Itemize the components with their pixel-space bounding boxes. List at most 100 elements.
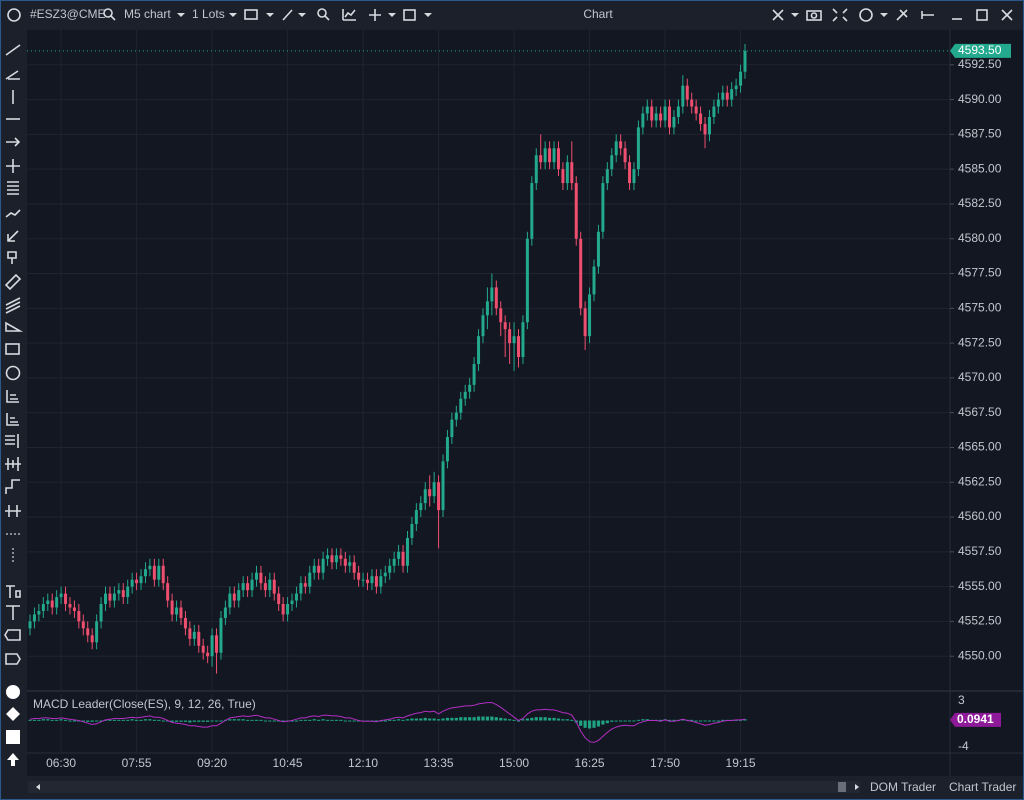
- close-button[interactable]: [1001, 9, 1013, 21]
- tool-arrow[interactable]: [6, 137, 21, 147]
- histogram-bar: [423, 717, 427, 721]
- candle-body: [232, 593, 236, 601]
- candle-body: [592, 266, 596, 295]
- candle-body: [721, 92, 725, 100]
- candle-body: [725, 92, 729, 100]
- tool-triangle[interactable]: [5, 321, 24, 332]
- histogram-bar: [170, 720, 174, 722]
- tool-ellipse[interactable]: [5, 365, 21, 381]
- dropdown-arrow[interactable]: [177, 13, 185, 17]
- dropdown-arrow[interactable]: [229, 13, 237, 17]
- add-icon[interactable]: [369, 9, 396, 21]
- color-icon[interactable]: [859, 8, 888, 22]
- tool-dot[interactable]: [6, 685, 20, 699]
- histogram-bar: [348, 720, 352, 722]
- candle-body: [588, 294, 592, 337]
- chart-trader-tab[interactable]: Chart Trader: [949, 780, 1016, 794]
- tool-pen[interactable]: [7, 230, 19, 242]
- screenshot-icon[interactable]: [806, 10, 822, 21]
- candle-body: [99, 604, 103, 622]
- tool-text-lock[interactable]: [6, 585, 21, 598]
- scroll-left[interactable]: [36, 784, 40, 790]
- tool-fib-fan[interactable]: [6, 413, 19, 426]
- tool-label[interactable]: [4, 629, 21, 641]
- tool-line[interactable]: [5, 44, 21, 56]
- tool-channel[interactable]: [5, 297, 21, 314]
- histogram-bar: [627, 720, 632, 722]
- scrollbar-track[interactable]: [28, 781, 860, 793]
- candle-body: [543, 148, 547, 163]
- tool-cross[interactable]: [6, 159, 20, 173]
- histogram-bar: [152, 719, 156, 721]
- timeframe[interactable]: M5 chart: [124, 7, 171, 21]
- pin-icon[interactable]: [921, 11, 934, 19]
- candle-body: [703, 123, 707, 135]
- histogram-bar: [308, 719, 312, 721]
- histogram-bar: [481, 716, 485, 721]
- tool-text[interactable]: [6, 605, 20, 620]
- tool-brush[interactable]: [7, 251, 17, 264]
- histogram-bar: [272, 720, 276, 722]
- candle-body: [610, 155, 614, 170]
- x-tick-label: 17:50: [650, 756, 680, 770]
- candle-body: [676, 106, 680, 117]
- candle-body: [481, 315, 485, 337]
- tool-rectangle[interactable]: [5, 343, 20, 355]
- candle-body: [330, 555, 334, 563]
- chart-type-icon[interactable]: [244, 9, 274, 20]
- tool-pattern[interactable]: [5, 457, 21, 471]
- histogram-bar: [596, 720, 601, 727]
- x-tick-label: 19:15: [726, 756, 756, 770]
- histogram-bar: [357, 720, 361, 722]
- tool-diamond[interactable]: [6, 707, 20, 721]
- histogram-bar: [707, 720, 712, 722]
- settings-icon[interactable]: [896, 9, 908, 21]
- tool-path[interactable]: [5, 209, 21, 218]
- fullscreen-icon[interactable]: [832, 8, 848, 22]
- plot: 4550.00 4552.50 4555.00 4557.50 4560.00 4562.…: [27, 30, 1011, 770]
- scroll-right[interactable]: [855, 784, 859, 790]
- tool-ray[interactable]: [5, 70, 20, 80]
- candle-body: [734, 85, 738, 90]
- histogram-bar: [28, 719, 32, 721]
- maximize-button[interactable]: [976, 9, 988, 21]
- lots[interactable]: 1 Lots: [192, 7, 225, 21]
- candle-body: [690, 99, 694, 107]
- dom-trader-tab[interactable]: DOM Trader: [870, 780, 936, 794]
- y-tick-label: 4580.00: [958, 231, 1002, 245]
- histogram-bar: [219, 720, 223, 722]
- draw-icon[interactable]: [282, 9, 306, 21]
- search-icon[interactable]: [103, 8, 116, 21]
- tool-pitchfork[interactable]: [5, 505, 21, 517]
- zoom-icon[interactable]: [317, 8, 330, 21]
- tool-up-arrow[interactable]: [7, 753, 19, 766]
- candle-body: [352, 562, 356, 573]
- window-icon[interactable]: [403, 9, 432, 21]
- candle-body: [32, 614, 36, 622]
- symbol[interactable]: #ESZ3@CME: [30, 7, 106, 21]
- candle-body: [277, 593, 281, 605]
- tool-square[interactable]: [6, 730, 20, 744]
- candle-body: [143, 569, 147, 577]
- candle-body: [228, 593, 232, 608]
- last-value-box: [950, 712, 1001, 727]
- histogram-bar: [174, 720, 179, 722]
- tool-levels[interactable]: [5, 434, 19, 448]
- tool-fib[interactable]: [7, 181, 19, 195]
- tool-gann[interactable]: [6, 390, 19, 403]
- candle-body: [405, 537, 409, 566]
- scrollbar-thumb[interactable]: [838, 782, 846, 792]
- tool-ruler[interactable]: [4, 273, 22, 291]
- candle-body: [121, 590, 125, 598]
- indicator-line: [29, 702, 746, 743]
- candle-body: [681, 85, 685, 107]
- indicators-icon[interactable]: [342, 9, 356, 21]
- histogram-bar: [716, 720, 720, 722]
- app-icon[interactable]: [7, 8, 21, 22]
- link-icon[interactable]: [772, 9, 799, 21]
- candle-body: [281, 604, 285, 615]
- tool-steps[interactable]: [5, 479, 20, 494]
- tool-price-label[interactable]: [5, 653, 21, 665]
- candle-body: [441, 461, 445, 511]
